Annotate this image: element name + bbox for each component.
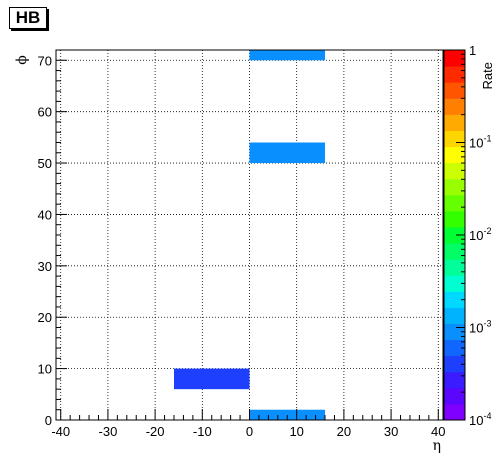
y-tick-label: 60 [38, 105, 52, 120]
colorbar-segment [444, 307, 465, 324]
y-tick-label: 30 [38, 259, 52, 274]
colorbar-segment [444, 226, 465, 244]
colorbar-tick-label: 10-3 [469, 319, 491, 336]
y-tick-label: 70 [38, 53, 52, 68]
x-tick-label: 0 [246, 424, 253, 439]
x-tick-label: 20 [337, 424, 351, 439]
colorbar-segment [444, 50, 465, 67]
y-tick-label: 50 [38, 156, 52, 171]
colorbar-segment [444, 403, 465, 421]
y-tick-label: 0 [45, 413, 52, 428]
colorbar-tick-base: 10 [469, 321, 483, 336]
colorbar-label: Rate [480, 62, 495, 89]
colorbar-segment [444, 275, 465, 292]
x-tick-label: -30 [99, 424, 118, 439]
colorbar-segment [444, 82, 465, 99]
colorbar-segment [444, 371, 465, 389]
heatmap-cell [249, 409, 326, 420]
plot-frame [55, 49, 444, 421]
colorbar-segment [444, 98, 465, 115]
colorbar-tick-base: 10 [469, 136, 483, 151]
colorbar-segment [444, 355, 465, 373]
heatmap-cell [173, 368, 250, 390]
colorbar-tick-exponent: -4 [483, 411, 491, 421]
x-axis-label: η [433, 438, 441, 454]
colorbar-segment [444, 194, 465, 212]
colorbar-segment [444, 130, 465, 148]
x-tick-label: 40 [431, 424, 445, 439]
colorbar-tick-label: 1 [469, 43, 476, 58]
heatmap-cell [249, 50, 326, 61]
y-tick-label: 40 [38, 207, 52, 222]
colorbar-segment [444, 146, 465, 164]
y-axis-label: ϕ [14, 55, 30, 65]
colorbar-tick-base: 1 [469, 43, 476, 58]
colorbar-tick-exponent: -3 [483, 319, 491, 329]
y-tick-label: 20 [38, 310, 52, 325]
colorbar-tick-label: 10-2 [469, 226, 491, 243]
x-tick-label: -10 [193, 424, 212, 439]
x-tick-label: -20 [146, 424, 165, 439]
chart-title: HB [9, 7, 47, 29]
colorbar-segment [444, 291, 465, 308]
colorbar-tick-label: 10-4 [469, 411, 491, 428]
y-tick-label: 10 [38, 362, 52, 377]
colorbar-segment [444, 178, 465, 196]
colorbar-segment [444, 259, 465, 276]
colorbar-tick-base: 10 [469, 413, 483, 428]
colorbar-segment [444, 387, 465, 405]
colorbar-segment [444, 210, 465, 228]
colorbar-segment [444, 66, 465, 83]
x-tick-label: -40 [51, 424, 70, 439]
colorbar-segment [444, 114, 465, 131]
x-tick-label: 10 [289, 424, 303, 439]
colorbar-tick-base: 10 [469, 228, 483, 243]
colorbar-segment [444, 162, 465, 180]
x-tick-label: 30 [384, 424, 398, 439]
colorbar-tick-exponent: -1 [483, 134, 491, 144]
colorbar-segment [444, 243, 465, 260]
colorbar-tick-exponent: -2 [483, 226, 491, 236]
colorbar-tick-label: 10-1 [469, 134, 491, 151]
heatmap-cell [249, 142, 326, 164]
colorbar-segment [444, 339, 465, 357]
